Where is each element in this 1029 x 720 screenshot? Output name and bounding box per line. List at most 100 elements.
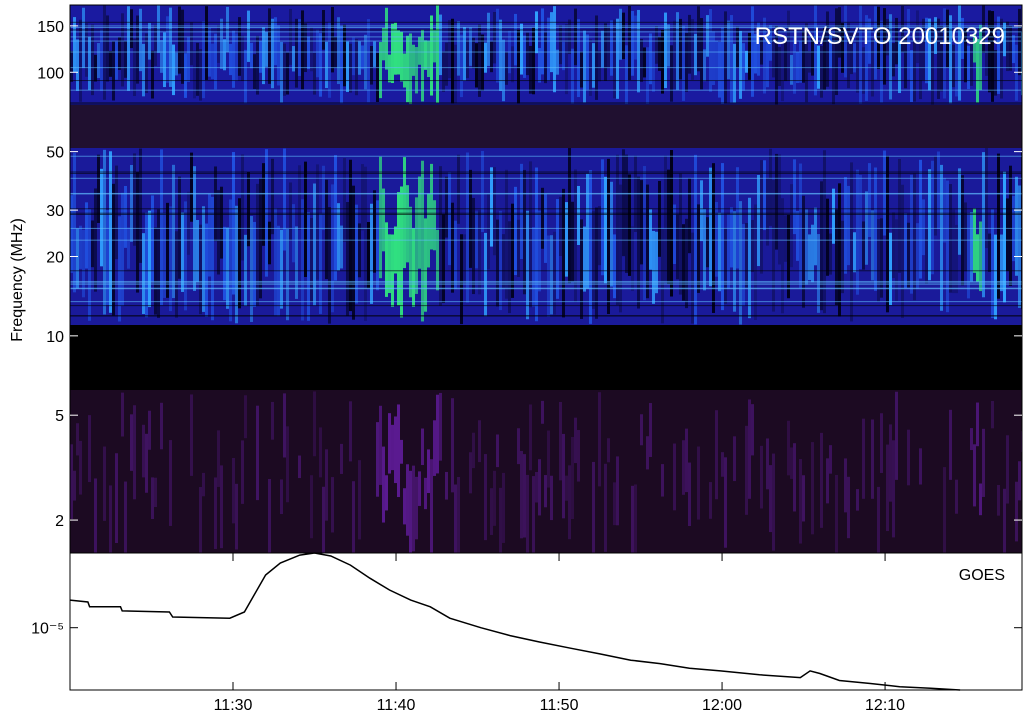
spectrogram-streak xyxy=(727,214,730,289)
spectrogram-streak xyxy=(580,51,583,88)
spectrogram-streak xyxy=(550,475,553,521)
spectrogram-streak xyxy=(415,197,418,294)
spectrogram-streak xyxy=(1015,176,1018,276)
spectrogram-line xyxy=(70,287,1022,289)
spectrogram-streak xyxy=(94,54,97,82)
spectrogram-streak xyxy=(757,174,760,267)
spectrogram-streak xyxy=(901,5,904,53)
spectrogram-streak xyxy=(646,47,649,104)
spectrogram-streak xyxy=(511,203,514,298)
spectrogram-streak xyxy=(232,457,235,524)
spectrogram-streak xyxy=(427,40,430,78)
spectrogram-streak xyxy=(922,199,925,256)
spectrogram-streak xyxy=(616,456,619,526)
spectrogram-streak xyxy=(166,202,169,298)
spectrogram-streak xyxy=(439,166,442,306)
spectrogram-streak xyxy=(682,224,685,301)
spectrogram-streak xyxy=(319,213,322,314)
spectrogram-streak xyxy=(142,233,145,315)
spectrogram-streak xyxy=(133,153,136,246)
spectrogram-streak xyxy=(145,433,148,493)
spectrogram-streak xyxy=(757,22,760,76)
spectrogram-streak xyxy=(70,195,73,273)
spectrogram-streak xyxy=(142,424,145,478)
spectrogram-streak xyxy=(841,220,844,294)
spectrogram-streak xyxy=(715,40,718,81)
spectrogram-streak xyxy=(88,36,91,91)
spectrogram-streak xyxy=(529,161,532,308)
spectrogram-streak xyxy=(373,190,376,273)
spectrogram-streak xyxy=(805,23,808,103)
spectrogram-streak xyxy=(424,40,427,70)
spectrogram-streak xyxy=(727,20,730,80)
spectrogram-streak xyxy=(1003,22,1006,57)
spectrogram-streak xyxy=(358,460,361,540)
spectrogram-streak xyxy=(811,442,814,535)
spectrogram-streak xyxy=(391,424,394,471)
spectrogram-streak xyxy=(172,164,175,299)
spectrogram-streak xyxy=(331,184,334,313)
spectrogram-streak xyxy=(985,44,988,76)
spectrogram-streak xyxy=(994,234,997,320)
spectrogram-streak xyxy=(109,50,112,77)
spectrogram-streak xyxy=(451,18,454,104)
spectrogram-streak xyxy=(259,41,262,73)
spectrogram-streak xyxy=(529,45,532,94)
spectrogram-streak xyxy=(148,210,151,308)
spectrogram-streak xyxy=(193,50,196,99)
spectrogram-streak xyxy=(667,24,670,67)
spectrogram-streak xyxy=(241,154,244,261)
spectrogram-streak xyxy=(361,45,364,70)
spectrogram-streak xyxy=(997,16,1000,94)
spectrogram-line xyxy=(70,283,1022,285)
spectrogram-streak xyxy=(721,452,724,477)
spectrogram-streak xyxy=(772,453,775,551)
spectrogram-streak xyxy=(610,181,613,287)
spectrogram-streak xyxy=(367,19,370,103)
spectrogram-streak xyxy=(571,201,574,282)
spectrogram-streak xyxy=(151,477,154,520)
spectrogram-streak xyxy=(691,19,694,80)
spectrogram-streak xyxy=(787,420,790,476)
spectrogram-streak xyxy=(772,38,775,78)
y-tick-label: 150 xyxy=(37,19,64,36)
spectrogram-streak xyxy=(559,196,562,256)
spectrogram-streak xyxy=(340,443,343,474)
spectrogram-streak xyxy=(706,217,709,268)
spectrogram-streak xyxy=(928,18,931,91)
spectrogram-streak xyxy=(205,6,208,80)
spectrogram-streak xyxy=(1000,18,1003,99)
spectrogram-streak xyxy=(859,174,862,269)
spectrogram-streak xyxy=(376,422,379,497)
spectrogram-streak xyxy=(262,163,265,246)
spectrogram-streak xyxy=(526,32,529,76)
spectrogram-streak xyxy=(670,45,673,102)
spectrogram-streak xyxy=(583,30,586,103)
spectrogram-streak xyxy=(943,177,946,243)
spectrogram-streak xyxy=(877,6,880,69)
spectrogram-streak xyxy=(580,219,583,319)
spectrogram-streak xyxy=(187,191,190,255)
spectrogram-streak xyxy=(433,200,436,251)
spectrogram-streak xyxy=(829,445,832,474)
y-tick-label: 10⁻⁵ xyxy=(31,621,64,638)
spectrogram-streak xyxy=(802,31,805,83)
spectrogram-streak xyxy=(733,43,736,103)
spectrogram-streak xyxy=(499,19,502,92)
spectrogram-streak xyxy=(223,39,226,71)
spectrogram-streak xyxy=(121,13,124,87)
goes-flux-line xyxy=(69,552,961,691)
spectrogram-streak xyxy=(370,46,373,85)
spectrogram-streak xyxy=(283,43,286,96)
spectrogram-streak xyxy=(847,476,850,539)
spectrogram-line xyxy=(70,80,1022,82)
spectrogram-streak xyxy=(688,462,691,526)
spectrogram-streak xyxy=(955,43,958,97)
spectrogram-streak xyxy=(76,423,79,456)
spectrogram-streak xyxy=(310,27,313,72)
spectrogram-streak xyxy=(781,41,784,102)
spectrogram-streak xyxy=(565,475,568,501)
spectrogram-streak xyxy=(220,465,223,549)
spectrogram-streak xyxy=(478,24,481,97)
spectrogram-streak xyxy=(958,168,961,255)
